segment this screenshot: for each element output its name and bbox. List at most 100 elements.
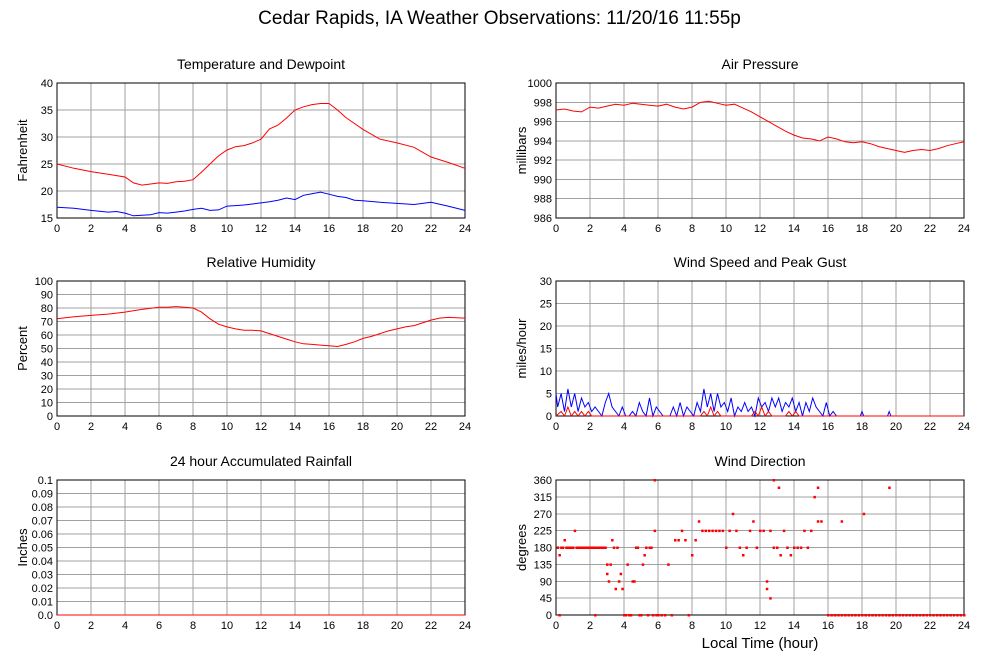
y-tick-label: 135 — [534, 559, 552, 571]
x-tick-label: 18 — [357, 421, 369, 433]
x-tick-label: 2 — [587, 421, 593, 433]
x-tick-label: 2 — [88, 620, 94, 632]
wind-direction-point — [653, 479, 657, 482]
wind-direction-point — [942, 614, 946, 617]
wind-speed-series-line-0 — [555, 388, 964, 418]
x-tick-label: 8 — [689, 620, 695, 632]
y-tick-label: 0.06 — [32, 529, 53, 541]
y-tick-label: 100 — [35, 276, 53, 288]
wind-direction-point — [755, 546, 759, 549]
wind-direction-point — [640, 614, 643, 617]
x-tick-label: 12 — [754, 223, 766, 235]
wind-direction-point — [565, 546, 568, 549]
wind-direction-point — [932, 614, 935, 617]
x-tick-label: 6 — [655, 620, 661, 632]
wind-direction-point — [560, 546, 563, 549]
wind-direction-point — [580, 546, 583, 549]
x-tick-label: 0 — [553, 421, 559, 433]
wind-direction-point — [867, 614, 871, 617]
wind-speed-series-line-1 — [555, 405, 964, 418]
wind-direction-point — [638, 614, 641, 617]
wind-direction-point — [915, 614, 918, 617]
wind-direction-point — [742, 554, 745, 557]
pressure-y-axis-label: millibars — [514, 126, 529, 174]
wind-direction-point — [888, 486, 891, 489]
y-tick-label: 998 — [534, 97, 552, 109]
y-tick-label: 0 — [546, 411, 552, 423]
wind-direction-point — [912, 614, 915, 617]
x-tick-label: 2 — [88, 421, 94, 433]
wind-direction-point — [777, 486, 781, 489]
y-tick-label: 0.07 — [32, 516, 53, 528]
wind-direction-point — [597, 546, 600, 549]
x-tick-label: 14 — [289, 421, 301, 433]
wind-direction-point — [629, 614, 633, 617]
y-tick-label: 315 — [534, 492, 552, 504]
wind-direction-point — [830, 614, 833, 617]
x-tick-label: 6 — [156, 421, 162, 433]
y-tick-label: 986 — [534, 213, 552, 225]
x-tick-label: 10 — [221, 620, 233, 632]
wind-direction-point — [617, 580, 621, 583]
wind-direction-point — [929, 614, 932, 617]
humidity-series-line-0 — [56, 306, 466, 348]
wind-direction-point — [657, 614, 660, 617]
wind-direction-point — [653, 529, 657, 533]
wind-direction-point — [765, 580, 769, 583]
wind-direction-point — [589, 546, 592, 549]
wind-direction-point — [616, 546, 619, 549]
wind-direction-point — [600, 546, 604, 549]
wind-direction-point — [765, 587, 769, 591]
wind-direction-point — [789, 554, 793, 557]
y-tick-label: 90 — [41, 290, 53, 302]
y-tick-label: 992 — [534, 155, 552, 167]
wind-direction-point — [660, 614, 663, 617]
x-tick-label: 10 — [720, 421, 732, 433]
x-tick-label: 18 — [357, 620, 369, 632]
wind-direction-point — [648, 546, 651, 549]
temp-series-line-0 — [56, 103, 466, 186]
wind-direction-point — [577, 546, 580, 549]
wind-direction-point — [946, 614, 949, 617]
wind-direction-point — [796, 546, 799, 549]
x-tick-label: 6 — [156, 620, 162, 632]
x-tick-label: 6 — [655, 421, 661, 433]
x-tick-label: 18 — [856, 421, 868, 433]
x-tick-label: 4 — [122, 421, 128, 433]
y-tick-label: 40 — [41, 357, 53, 369]
y-tick-label: 994 — [534, 136, 552, 148]
x-axis-title: Local Time (hour) — [701, 635, 819, 652]
x-tick-label: 0 — [54, 223, 60, 235]
wind-direction-point — [862, 512, 866, 516]
page-title: Cedar Rapids, IA Weather Observations: 1… — [258, 8, 741, 29]
wind-direction-point — [963, 614, 966, 617]
wind-direction-point — [572, 546, 575, 549]
wind-direction-point — [738, 546, 742, 549]
wind-direction-point — [844, 614, 847, 617]
y-tick-label: 1000 — [528, 78, 552, 90]
wind-direction-y-axis-label: degrees — [514, 524, 529, 571]
temp-y-axis-label: Fahrenheit — [15, 119, 30, 182]
wind-direction-point — [799, 546, 803, 549]
plot-frame — [56, 82, 466, 219]
x-tick-label: 12 — [255, 620, 267, 632]
wind-direction-point — [563, 539, 566, 542]
wind-direction-point — [918, 614, 922, 617]
wind-direction-point — [840, 614, 844, 617]
wind-direction-point — [769, 597, 772, 600]
wind-direction-point — [854, 614, 857, 617]
wind-direction-point — [776, 546, 779, 549]
y-tick-label: 20 — [41, 186, 53, 198]
x-tick-label: 24 — [958, 421, 970, 433]
wind-direction-point — [803, 529, 806, 533]
wind-direction-point — [582, 546, 585, 549]
x-tick-label: 18 — [856, 223, 868, 235]
y-tick-label: 5 — [546, 389, 552, 401]
x-tick-label: 22 — [924, 223, 936, 235]
wind-direction-point — [558, 554, 561, 557]
wind-direction-point — [874, 614, 878, 617]
y-tick-label: 15 — [41, 213, 53, 225]
wind-direction-point — [684, 539, 687, 542]
x-tick-label: 12 — [754, 421, 766, 433]
